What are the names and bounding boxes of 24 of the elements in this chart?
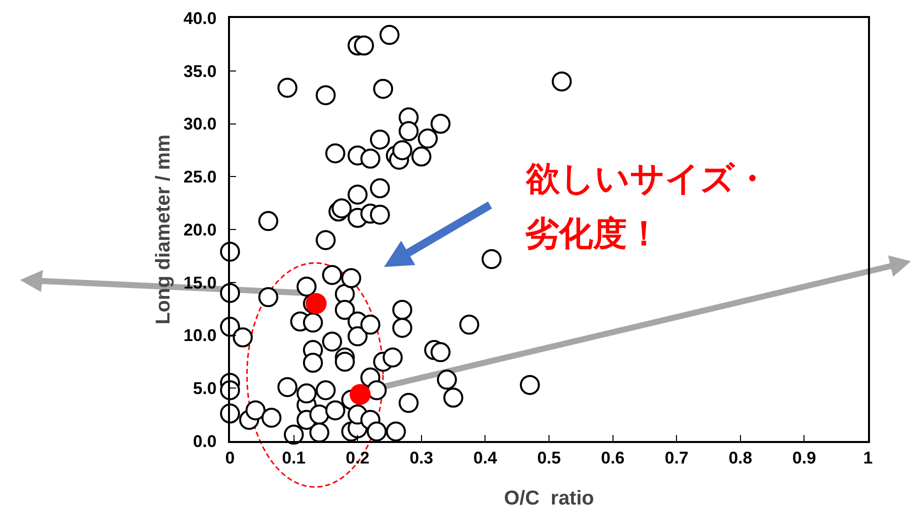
x-axis-title: O/C ratio [504, 487, 594, 510]
x-tick-label: 0 [225, 448, 235, 468]
y-tick-label: 15.0 [184, 273, 217, 292]
y-tick-label: 40.0 [184, 8, 217, 28]
x-tick-label: 0.7 [664, 448, 688, 468]
x-tick-label: 1 [863, 448, 873, 468]
y-tick-label: 35.0 [184, 62, 217, 81]
x-tick-label: 0.3 [410, 448, 434, 468]
x-tick-label: 0.4 [473, 448, 498, 468]
x-tick-label: 0.6 [600, 448, 625, 468]
x-tick-label: 0.5 [537, 448, 561, 468]
y-tick-label: 0.0 [192, 432, 217, 451]
y-tick-label: 25.0 [184, 168, 217, 187]
x-tick-label: 0.8 [728, 448, 752, 468]
y-tick-label: 10.0 [184, 326, 217, 346]
y-tick-label: 30.0 [184, 114, 217, 134]
x-tick-label: 0.9 [792, 448, 816, 468]
annotation: 欲しいサイズ・ [525, 159, 769, 199]
x-tick-label: 0.1 [282, 448, 306, 468]
x-tick-label: 0.2 [346, 448, 370, 468]
y-tick-label: 5.0 [192, 379, 217, 398]
y-tick-label: 20.0 [184, 220, 217, 240]
annotation: 劣化度！ [525, 214, 661, 254]
y-axis-title: Long diameter / mm [152, 134, 175, 325]
